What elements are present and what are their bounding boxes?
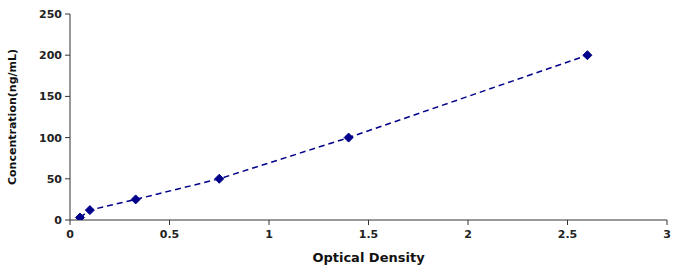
x-tick-label: 0.5 (160, 228, 180, 241)
data-point (583, 51, 592, 60)
x-tick-label: 2.5 (558, 228, 578, 241)
data-point (215, 174, 224, 183)
y-tick (65, 137, 70, 138)
x-axis-label: Optical Density (312, 250, 425, 265)
y-tick-label: 200 (39, 49, 62, 62)
x-tick-label: 2 (464, 228, 472, 241)
x-tick (468, 220, 469, 225)
x-tick-label: 1.5 (359, 228, 379, 241)
y-tick (65, 14, 70, 15)
y-tick (65, 220, 70, 221)
data-point (131, 195, 140, 204)
data-point (344, 133, 353, 142)
chart-container: 0 0.5 1 1.5 2 2.5 3 0 50 100 150 200 250 Optical Dens… (0, 0, 689, 272)
x-tick-label: 1 (265, 228, 273, 241)
x-tick-label: 0 (66, 228, 74, 241)
x-tick (70, 220, 71, 225)
chart: 0 0.5 1 1.5 2 2.5 3 0 50 100 150 200 250 Optical Dens… (0, 0, 689, 272)
y-axis-line (70, 14, 71, 220)
y-tick-label: 0 (54, 214, 62, 227)
x-tick (368, 220, 369, 225)
y-axis-label: Concentration(ng/mL) (6, 49, 19, 185)
x-tick (567, 220, 568, 225)
data-point (85, 206, 94, 215)
y-tick-label: 150 (39, 90, 62, 103)
x-tick-label: 3 (663, 228, 671, 241)
x-tick (169, 220, 170, 225)
x-tick (269, 220, 270, 225)
y-tick (65, 96, 70, 97)
series-line (80, 55, 587, 217)
y-tick-label: 50 (47, 173, 63, 186)
data-point (75, 213, 84, 220)
y-tick (65, 55, 70, 56)
y-tick-label: 100 (39, 132, 62, 145)
plot-area (75, 51, 591, 220)
y-tick-label: 250 (39, 8, 62, 21)
x-tick (667, 220, 668, 225)
axes: 0 0.5 1 1.5 2 2.5 3 0 50 100 150 200 250 (39, 8, 671, 241)
y-tick (65, 178, 70, 179)
